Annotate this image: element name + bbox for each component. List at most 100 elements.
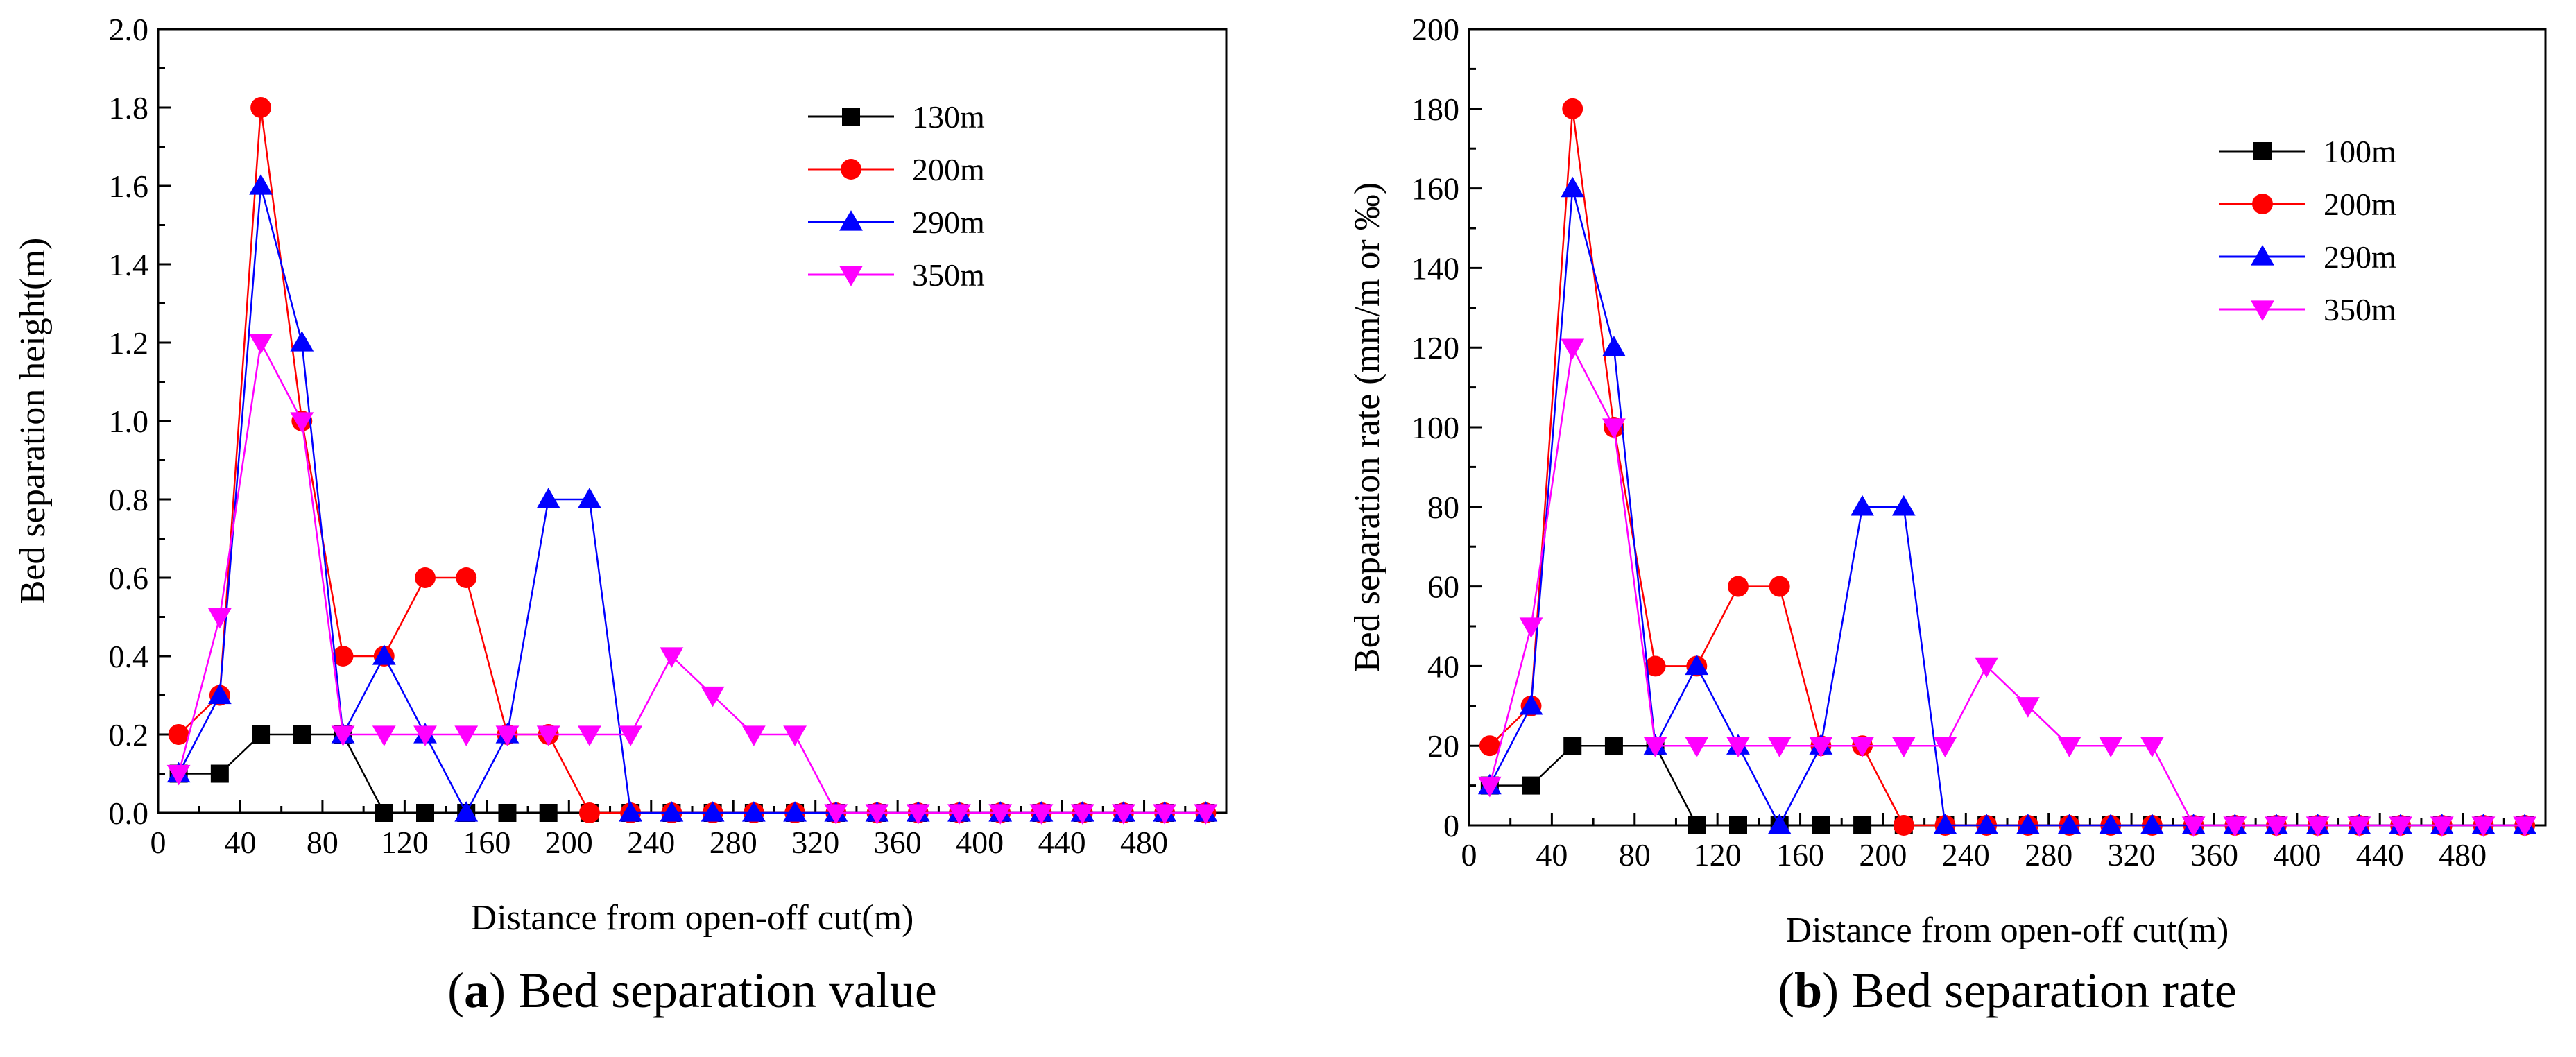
data-point xyxy=(783,801,807,822)
legend-marker xyxy=(2251,245,2274,266)
series-line-130m xyxy=(178,733,1206,814)
y-tick-label: 0.0 xyxy=(109,796,149,831)
data-point xyxy=(1975,814,1999,834)
y-tick-label: 200 xyxy=(1411,12,1459,47)
data-point xyxy=(660,801,684,822)
legend-marker xyxy=(2253,142,2272,160)
data-point xyxy=(2057,737,2081,758)
data-point xyxy=(1726,737,1750,758)
data-point xyxy=(536,725,560,746)
data-point xyxy=(2140,737,2164,758)
data-point xyxy=(741,725,766,746)
data-point xyxy=(1519,617,1543,638)
data-point xyxy=(1685,654,1709,676)
x-tick-label: 80 xyxy=(1619,837,1651,873)
data-point xyxy=(1029,804,1054,825)
data-point xyxy=(2471,816,2496,837)
y-tick-label: 140 xyxy=(1411,250,1459,286)
data-point xyxy=(1728,576,1749,597)
data-point xyxy=(290,331,314,352)
data-point xyxy=(1851,737,1874,758)
data-point xyxy=(1643,737,1667,758)
x-tick-label: 280 xyxy=(710,825,757,860)
data-point xyxy=(1561,176,1585,198)
data-point xyxy=(2347,816,2371,837)
y-tick-label: 2.0 xyxy=(109,12,149,47)
y-tick-label: 80 xyxy=(1427,490,1459,525)
y-axis-label: Bed separation rate (mm/m or ‰) xyxy=(1348,182,1387,672)
chart-panel-b: 0 40 80 120 160 200 240 280 320 360 400 440 480 0 20 40… xyxy=(1348,12,2547,1018)
data-point xyxy=(1477,776,1502,798)
data-point xyxy=(947,804,971,825)
data-point xyxy=(1604,737,1623,755)
data-point xyxy=(207,683,232,705)
panel-caption: (a) Bed separation value xyxy=(447,963,937,1018)
data-point xyxy=(578,488,601,508)
data-point xyxy=(1522,776,1540,795)
data-point xyxy=(1479,735,1500,757)
x-tick-label: 400 xyxy=(956,825,1004,860)
data-point xyxy=(2140,814,2164,834)
data-point xyxy=(375,804,393,822)
data-point xyxy=(701,686,725,707)
legend-marker xyxy=(842,108,860,126)
data-point xyxy=(619,725,643,746)
legend-label: 350m xyxy=(2324,292,2396,327)
y-tick-label: 1.4 xyxy=(109,247,149,282)
data-point xyxy=(1194,804,1218,825)
data-point xyxy=(1561,338,1585,360)
data-point xyxy=(1853,816,1872,834)
x-tick-label: 480 xyxy=(1120,825,1168,860)
data-point xyxy=(250,97,272,118)
data-point xyxy=(1070,804,1094,825)
legend-label: 100m xyxy=(2324,134,2396,169)
data-point xyxy=(166,764,191,786)
data-point xyxy=(498,804,517,822)
x-tick-label: 440 xyxy=(2356,837,2404,873)
caption-paren-open: ( xyxy=(1778,963,1794,1018)
data-point xyxy=(1767,737,1792,758)
data-point xyxy=(2430,816,2454,837)
data-point xyxy=(578,725,601,746)
data-point xyxy=(660,647,684,668)
data-point xyxy=(578,802,600,823)
data-point xyxy=(865,804,889,825)
y-tick-label: 60 xyxy=(1427,569,1459,605)
y-tick-label: 1.6 xyxy=(109,169,149,204)
data-point xyxy=(1153,804,1177,825)
x-tick-label: 40 xyxy=(224,825,256,860)
data-point xyxy=(416,804,434,822)
data-point xyxy=(1602,336,1626,356)
x-tick-label: 200 xyxy=(545,825,593,860)
data-point xyxy=(332,646,354,667)
data-point xyxy=(372,644,396,665)
data-point xyxy=(252,725,271,744)
x-tick-label: 0 xyxy=(151,825,166,860)
data-point xyxy=(2099,814,2123,834)
x-tick-label: 480 xyxy=(2439,837,2487,873)
data-point xyxy=(454,725,479,746)
data-point xyxy=(290,412,314,433)
x-axis-label: Distance from open-off cut(m) xyxy=(471,898,914,938)
series-line-350m xyxy=(178,340,1206,814)
y-tick-label: 180 xyxy=(1411,92,1459,127)
data-point xyxy=(2016,697,2040,718)
data-point xyxy=(539,804,558,822)
data-point xyxy=(249,334,273,354)
x-tick-label: 360 xyxy=(874,825,922,860)
legend-label: 290m xyxy=(912,205,985,240)
data-point xyxy=(454,801,479,822)
data-point xyxy=(372,725,396,746)
legend-marker xyxy=(2252,194,2273,214)
y-tick-label: 40 xyxy=(1427,648,1459,684)
series-line-200m xyxy=(178,107,1206,814)
legend-marker xyxy=(841,159,861,180)
data-point xyxy=(1767,814,1792,834)
data-point xyxy=(415,567,436,588)
data-point xyxy=(741,801,766,822)
legend-label: 290m xyxy=(2324,239,2396,275)
data-point xyxy=(1975,657,1999,678)
data-point xyxy=(207,608,232,629)
data-point xyxy=(2016,814,2040,834)
